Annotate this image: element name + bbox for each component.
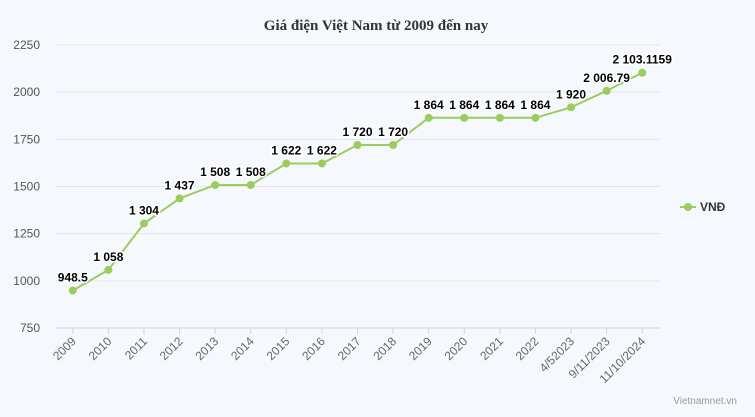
x-tick-label: 2022 <box>513 334 542 363</box>
x-tick-label: 2016 <box>299 334 328 363</box>
x-tick-label: 2010 <box>86 334 115 363</box>
x-tick-label: 2011 <box>122 334 150 362</box>
data-point[interactable] <box>567 103 576 112</box>
x-tick-label: 2009 <box>50 334 79 363</box>
data-label: 1 304 <box>129 203 159 217</box>
x-axis <box>55 327 660 334</box>
x-tick-label: 2018 <box>370 334 399 363</box>
legend-marker <box>684 203 692 211</box>
data-label: 1 622 <box>271 143 301 157</box>
legend-label: VNĐ <box>700 200 726 214</box>
y-tick-label: 2000 <box>13 85 40 99</box>
data-point[interactable] <box>282 159 291 168</box>
y-tick-label: 1250 <box>13 227 40 241</box>
data-point[interactable] <box>68 286 77 295</box>
data-point[interactable] <box>211 180 220 189</box>
x-tick-label: 2012 <box>157 334 186 363</box>
data-label: 1 622 <box>307 143 337 157</box>
data-point[interactable] <box>602 86 611 95</box>
data-label: 1 508 <box>200 165 230 179</box>
grid-lines <box>55 44 660 282</box>
data-point[interactable] <box>638 68 647 77</box>
x-tick-label: 2015 <box>264 334 293 363</box>
data-point[interactable] <box>104 265 113 274</box>
data-label: 1 864 <box>485 98 515 112</box>
data-point[interactable] <box>175 194 184 203</box>
data-point[interactable] <box>353 140 362 149</box>
series-line <box>72 71 643 292</box>
data-label: 2 006.79 <box>583 71 630 85</box>
data-label: 1 058 <box>93 250 123 264</box>
y-tick-label: 2250 <box>13 38 40 52</box>
data-label: 1 864 <box>520 98 550 112</box>
series-vnd <box>68 68 647 295</box>
x-tick-label: 2021 <box>477 334 506 363</box>
x-tick-label: 2013 <box>192 334 221 363</box>
y-tick-label: 1000 <box>13 274 40 288</box>
data-point[interactable] <box>424 113 433 122</box>
x-tick-label: 2019 <box>406 334 435 363</box>
data-point[interactable] <box>531 113 540 122</box>
y-tick-label: 1750 <box>13 132 40 146</box>
credit-text: Vietnamnet.vn <box>673 396 737 407</box>
data-label: 1 864 <box>414 98 444 112</box>
data-point[interactable] <box>460 113 469 122</box>
data-point[interactable] <box>246 180 255 189</box>
data-label: 1 720 <box>378 125 408 139</box>
data-label: 948.5 <box>58 271 88 285</box>
data-label: 1 437 <box>165 178 195 192</box>
y-tick-label: 750 <box>20 321 40 335</box>
data-point[interactable] <box>317 159 326 168</box>
data-labels: 948.5 1 058 1 304 1 437 1 508 1 508 1 622 1 622… <box>56 51 673 286</box>
x-tick-label: 2020 <box>442 334 471 363</box>
data-point[interactable] <box>139 219 148 228</box>
y-axis: 750 1000 1250 1500 1750 2000 2250 <box>13 38 40 335</box>
data-label: 1 920 <box>556 87 586 101</box>
data-point[interactable] <box>495 113 504 122</box>
data-label: 2 103.1159 <box>613 53 673 67</box>
chart-title: Giá điện Việt Nam từ 2009 đến nay <box>264 18 489 34</box>
x-tick-labels: 2009 2010 2011 2012 2013 2014 2015 2016 2017 2018… <box>50 334 648 386</box>
legend[interactable]: VNĐ <box>680 200 726 214</box>
data-point[interactable] <box>389 140 398 149</box>
x-tick-label: 2017 <box>335 334 364 363</box>
data-label: 1 508 <box>236 165 266 179</box>
x-tick-label: 2014 <box>228 334 257 363</box>
data-label: 1 720 <box>342 125 372 139</box>
data-label: 1 864 <box>449 98 479 112</box>
y-tick-label: 1500 <box>13 180 40 194</box>
